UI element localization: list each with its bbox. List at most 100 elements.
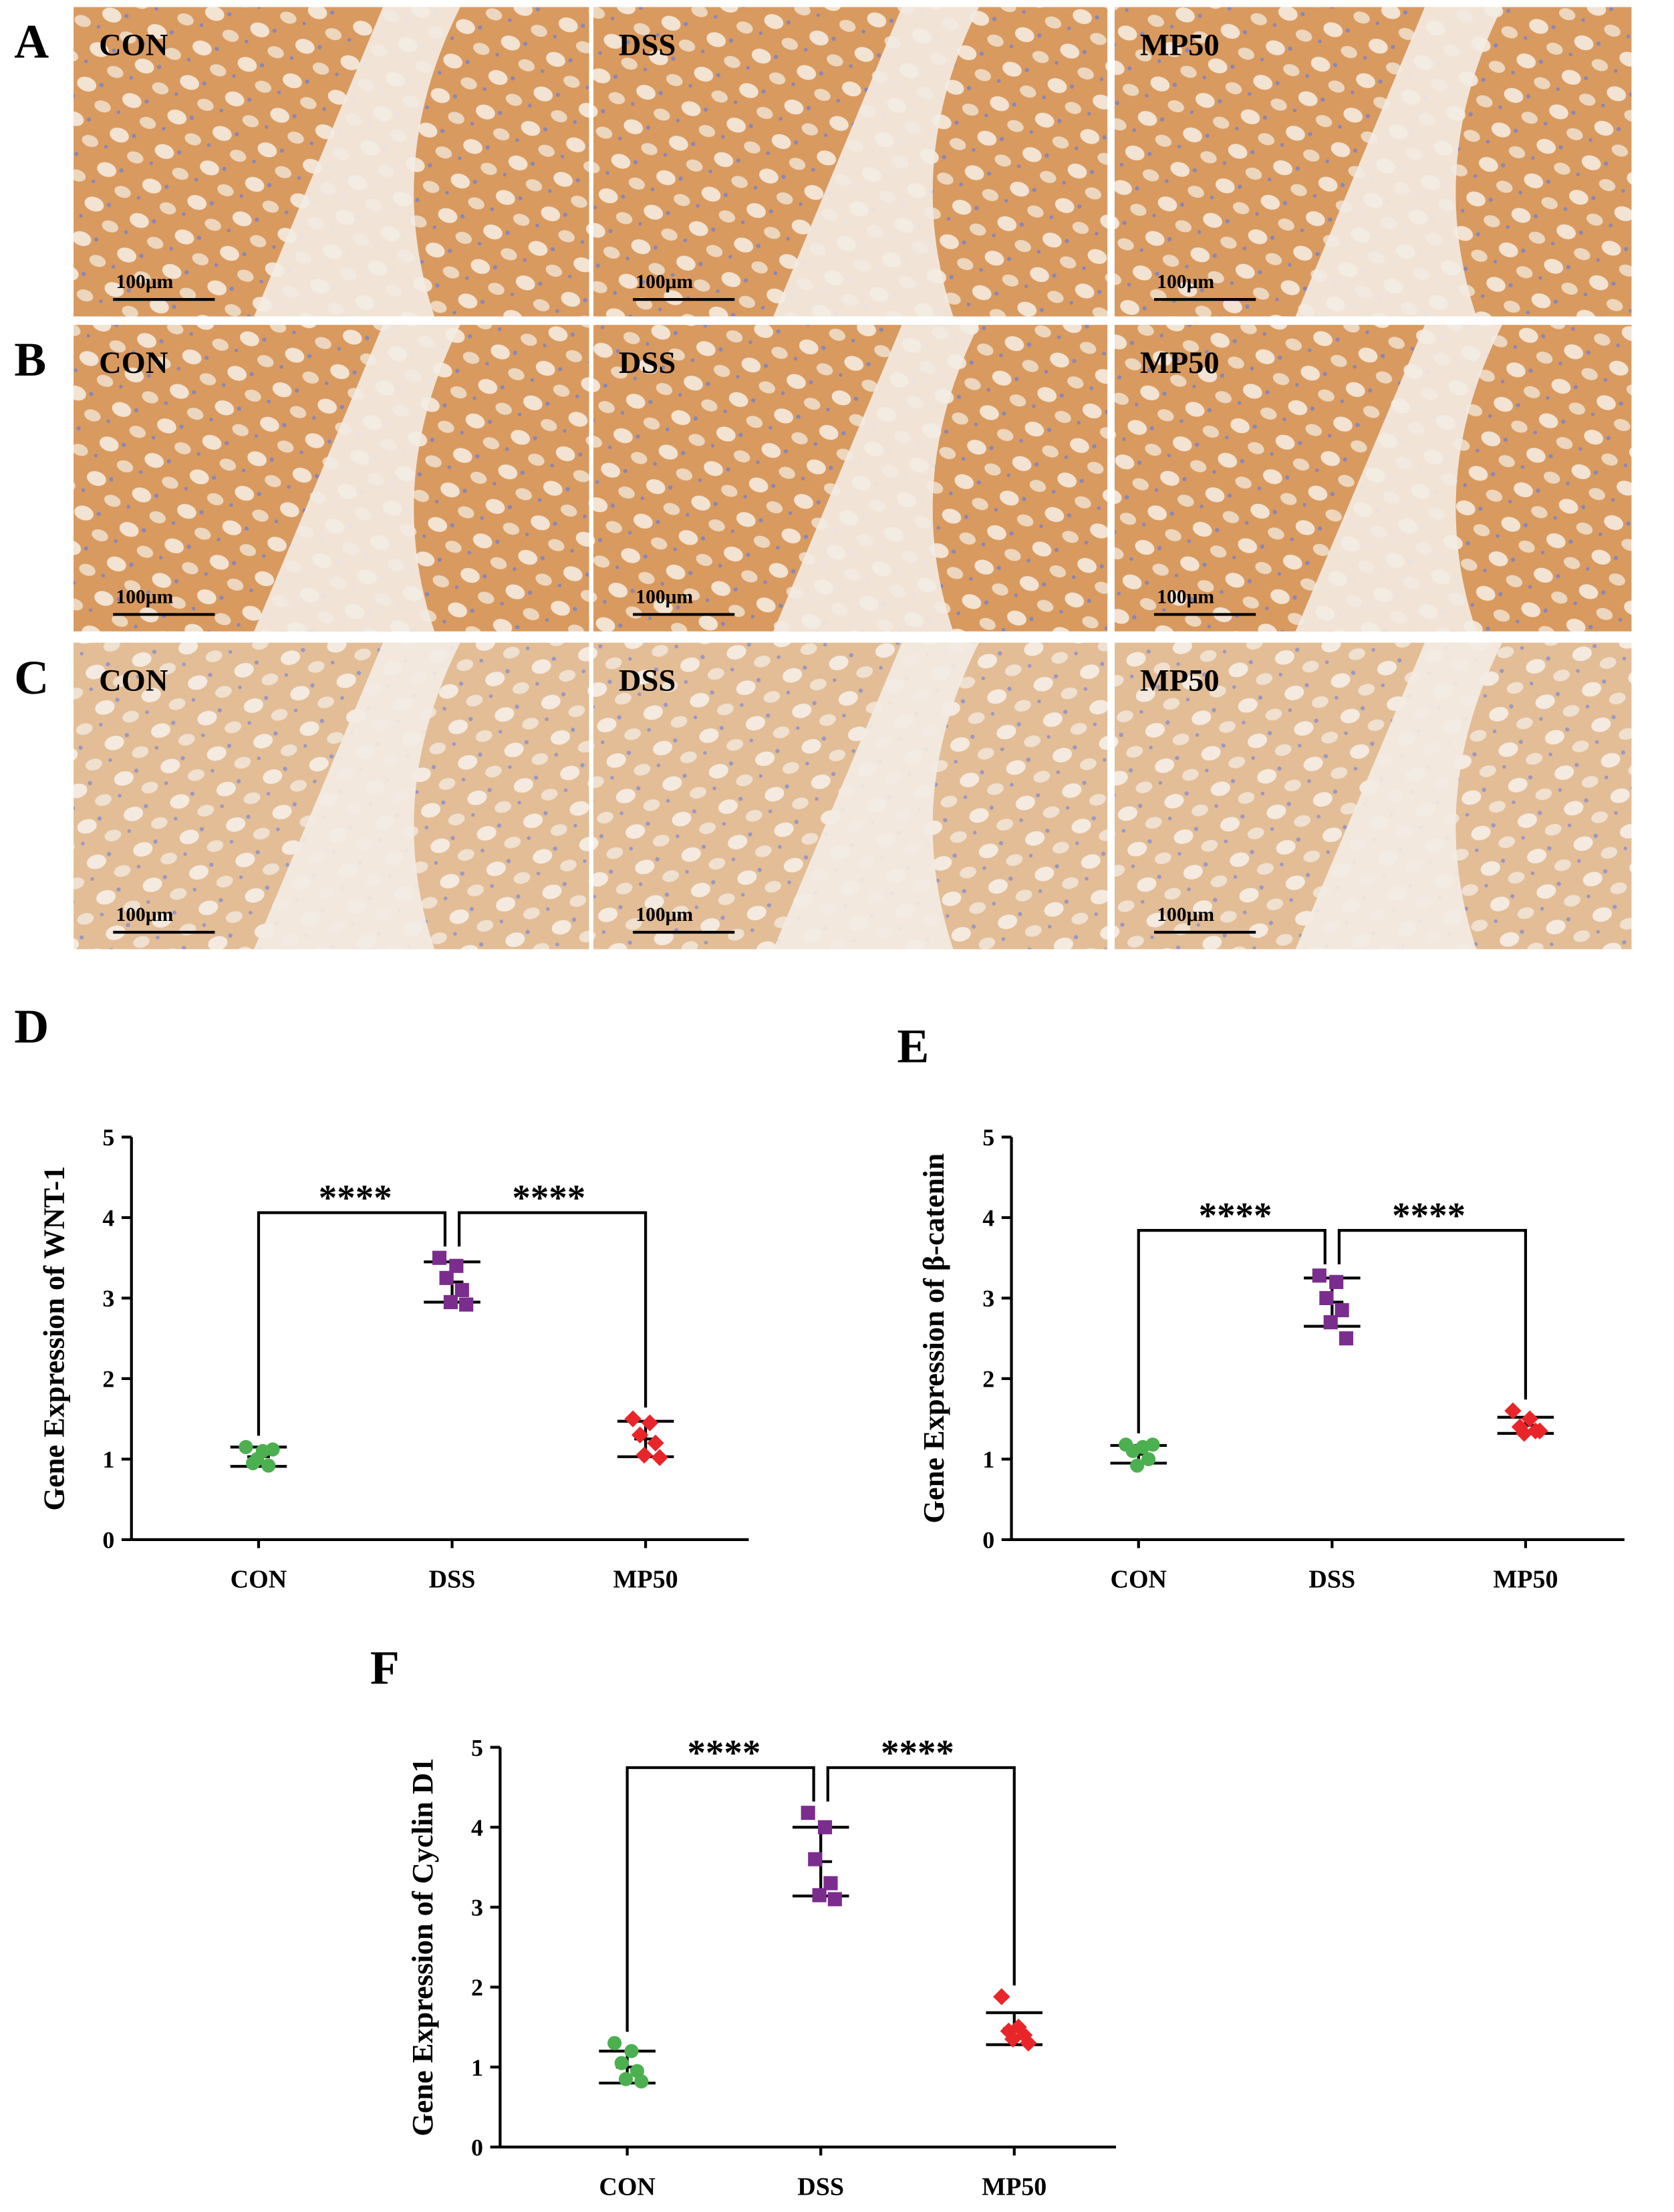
significance-bracket [457,1211,648,1408]
data-point [439,1270,454,1285]
data-point [647,1434,664,1452]
data-point [265,1442,280,1457]
data-point [1323,1315,1338,1330]
data-point [1125,1443,1140,1458]
panel-letter: C [14,651,49,704]
data-point [823,1876,838,1891]
group-label: MP50 [1140,664,1220,698]
y-axis-label: Gene Expression of β-catenin [917,1153,950,1524]
significance-bracket [1137,1228,1327,1433]
lumen [254,325,460,632]
data-point [808,1852,823,1867]
lumen [773,325,979,632]
x-tick-label: CON [599,2173,656,2201]
x-tick-label: DSS [1308,1566,1355,1594]
data-point [624,2044,639,2058]
group-label: CON [99,346,168,380]
data-point [1319,1290,1334,1306]
group-label: CON [99,28,168,62]
data-point [618,2072,634,2086]
data-point [250,1451,265,1466]
y-tick-label: 1 [471,2054,483,2081]
x-tick-label: DSS [429,1566,476,1594]
data-point [624,1410,642,1427]
significance-label: **** [1199,1195,1272,1236]
y-tick-label: 4 [102,1205,114,1232]
data-point [827,1892,842,1907]
scale-bar-label: 100μm [636,587,693,608]
significance-bracket [1337,1228,1528,1400]
y-tick-label: 5 [982,1124,994,1151]
data-point [1335,1302,1349,1318]
significance-bracket [625,1766,815,2032]
scale-bar-label: 100μm [1157,904,1214,926]
y-tick-label: 1 [102,1446,114,1473]
lumen [254,7,460,317]
y-tick-label: 2 [982,1366,994,1393]
scale-bar-label: 100μm [636,904,693,926]
data-point [641,1414,659,1431]
group-label: DSS [619,664,676,698]
scale-bar-label: 100μm [116,587,173,608]
x-tick-label: MP50 [982,2173,1047,2201]
y-tick-label: 4 [982,1205,994,1232]
y-tick-label: 2 [102,1366,114,1393]
chart-letter: D [14,1000,49,1053]
significance-bracket [257,1211,447,1436]
data-point [432,1250,447,1265]
data-point [1141,1451,1156,1466]
data-point [459,1297,474,1312]
significance-label: **** [512,1177,585,1218]
lumen [254,642,460,950]
data-point [1516,1425,1533,1442]
data-point [443,1294,458,1310]
y-tick-label: 3 [471,1895,483,1921]
x-tick-label: MP50 [613,1566,678,1594]
data-point [1339,1331,1354,1346]
x-tick-label: CON [231,1566,287,1594]
panel-letter: B [14,333,46,386]
panel-letter: A [14,15,49,69]
data-point [1312,1268,1327,1283]
y-tick-label: 4 [471,1814,483,1841]
significance-bracket [826,1766,1016,1985]
data-point [449,1258,464,1273]
x-tick-label: DSS [797,2173,844,2201]
data-point [801,1806,815,1820]
data-point [1531,1422,1548,1439]
significance-label: **** [319,1177,392,1218]
significance-label: **** [1392,1195,1466,1236]
data-point [1504,1402,1522,1419]
data-point [651,1449,668,1466]
scale-bar-label: 100μm [116,904,173,926]
data-point [239,1439,253,1454]
lumen [1295,642,1503,950]
x-tick-label: CON [1111,1566,1167,1594]
data-point [614,2056,629,2070]
data-point [1130,1458,1145,1473]
y-tick-label: 1 [982,1446,994,1473]
data-point [1145,1437,1160,1452]
data-point [634,2074,649,2089]
data-point [1329,1274,1344,1289]
panel-gap [589,7,593,950]
data-point [993,1988,1010,2006]
lumen [1295,7,1503,317]
lumen [773,642,979,950]
significance-label: **** [687,1732,760,1773]
data-point [1020,2034,1037,2052]
group-label: DSS [619,28,676,62]
y-tick-label: 3 [982,1285,994,1312]
data-point [817,1820,833,1834]
scale-bar-label: 100μm [1157,587,1214,608]
y-axis-label: Gene Expression of WNT-1 [37,1166,70,1511]
chart-letter: F [370,1641,400,1694]
group-label: CON [99,664,168,698]
group-label: MP50 [1140,346,1220,380]
scale-bar-label: 100μm [116,271,173,293]
panel-gap [1107,7,1115,950]
y-tick-label: 5 [102,1124,114,1151]
group-label: DSS [619,346,676,380]
y-tick-label: 0 [982,1527,994,1554]
scale-bar-label: 100μm [636,271,693,293]
